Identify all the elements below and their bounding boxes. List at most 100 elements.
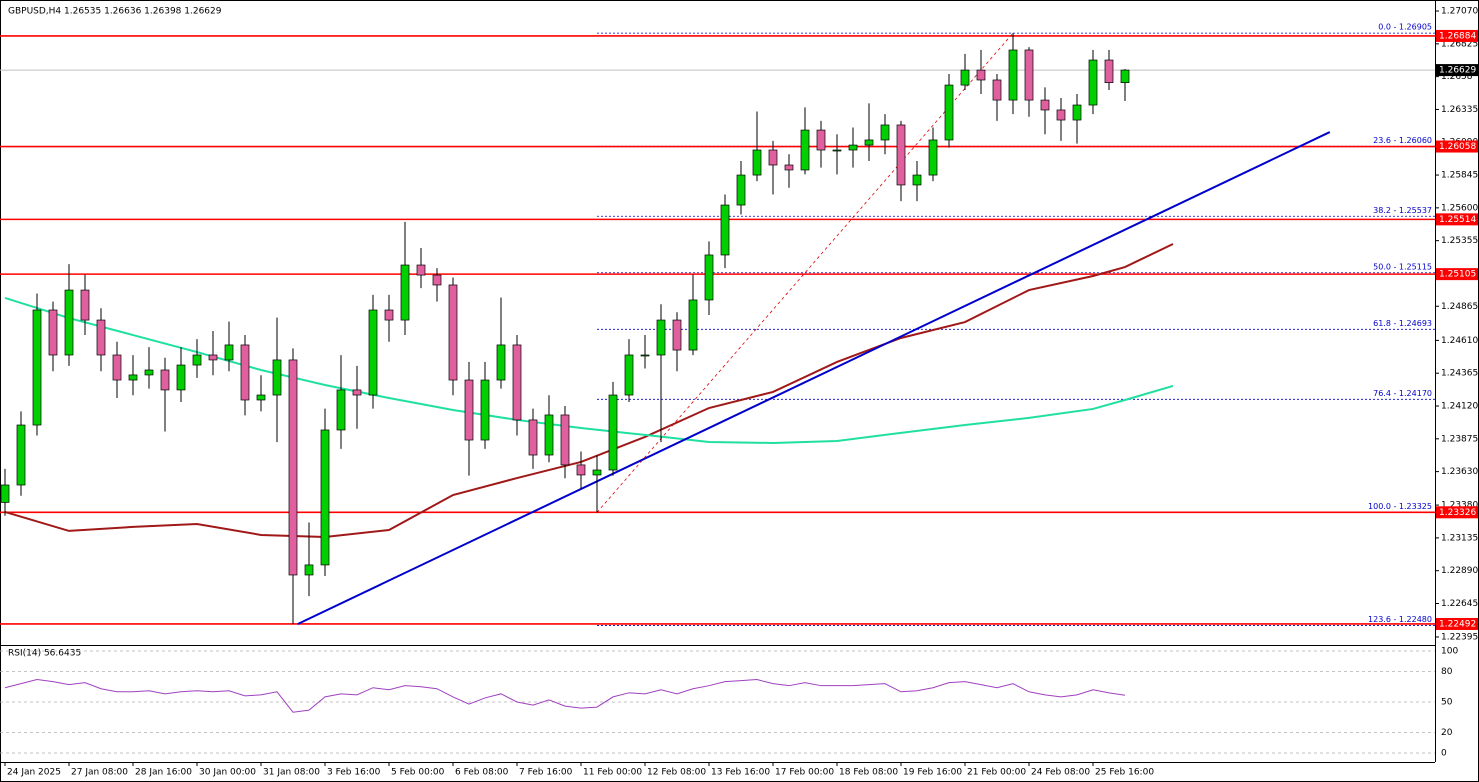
rsi-title: RSI(14) 56.6435 — [8, 649, 81, 659]
candle-body — [272, 359, 282, 396]
candle-body — [336, 389, 346, 431]
candle-body — [400, 264, 410, 321]
x-tick-label: 7 Feb 16:00 — [519, 768, 573, 778]
candle-body — [720, 204, 730, 256]
candle-body — [160, 369, 170, 391]
candle-body — [992, 79, 1002, 101]
candle-body — [896, 124, 906, 186]
y-tick-label: 1.22645 — [1441, 599, 1478, 609]
level-label: 1.26884 — [1439, 31, 1476, 41]
candle-body — [304, 564, 314, 576]
candle-body — [480, 379, 490, 441]
rsi-tick-label: 80 — [1441, 667, 1453, 677]
y-tick-label: 1.23875 — [1441, 434, 1478, 444]
candle-body — [528, 419, 538, 456]
candle-body — [608, 394, 618, 471]
candle-body — [928, 139, 938, 176]
candle-body — [640, 354, 650, 357]
candle-body — [1040, 99, 1050, 111]
candle-body — [112, 354, 122, 381]
candle-body — [848, 144, 858, 151]
x-tick-label: 30 Jan 00:00 — [199, 768, 256, 778]
x-tick-label: 17 Feb 00:00 — [775, 768, 834, 778]
candle-body — [448, 284, 458, 381]
candle-body — [688, 299, 698, 351]
candle-body — [128, 374, 138, 381]
y-tick-label: 1.22890 — [1441, 566, 1478, 576]
rsi-line — [4, 679, 1126, 713]
candle-body — [832, 149, 842, 152]
fib-label: 61.8 - 1.24693 — [1373, 319, 1432, 328]
y-tick-label: 1.25600 — [1441, 203, 1478, 213]
level-tag — [1436, 506, 1478, 519]
level-tag — [1436, 140, 1478, 153]
candle-body — [768, 149, 778, 166]
y-tick-label: 1.26335 — [1441, 105, 1478, 115]
y-tick-label: 1.24365 — [1441, 369, 1478, 379]
x-tick-label: 31 Jan 08:00 — [263, 768, 320, 778]
candle-body — [432, 274, 442, 286]
candle-body — [1104, 59, 1114, 84]
level-tag — [1436, 29, 1478, 42]
x-tick-label: 12 Feb 08:00 — [647, 768, 706, 778]
candle-body — [64, 289, 74, 356]
x-tick-label: 5 Feb 00:00 — [391, 768, 445, 778]
y-tick-label: 1.23135 — [1441, 533, 1478, 543]
rsi-tick-label: 100 — [1441, 647, 1458, 657]
y-tick-label: 1.23380 — [1441, 501, 1478, 511]
x-tick-label: 19 Feb 16:00 — [903, 768, 962, 778]
candle-body — [544, 414, 554, 456]
level-label: 1.22492 — [1439, 619, 1476, 629]
candle-body — [1024, 49, 1034, 101]
x-tick-label: 28 Jan 16:00 — [135, 768, 192, 778]
y-tick-label: 1.24865 — [1441, 302, 1478, 312]
candle-body — [1056, 109, 1066, 121]
candle-body — [944, 84, 954, 141]
level-tag — [1436, 213, 1478, 226]
fib-label: 76.4 - 1.24170 — [1373, 389, 1432, 398]
candle-body — [1008, 49, 1018, 101]
candle-body — [0, 484, 10, 503]
x-tick-label: 21 Feb 00:00 — [967, 768, 1026, 778]
fib-label: 123.6 - 1.22480 — [1368, 615, 1432, 624]
candle-body — [416, 264, 426, 276]
chart-title: GBPUSD,H4 1.26535 1.26636 1.26398 1.2662… — [8, 7, 222, 17]
candle-body — [880, 124, 890, 141]
candle-body — [496, 344, 506, 381]
x-tick-label: 18 Feb 08:00 — [839, 768, 898, 778]
candle-body — [1072, 104, 1082, 121]
fib-label: 100.0 - 1.23325 — [1368, 502, 1432, 511]
y-tick-label: 1.24610 — [1441, 336, 1478, 346]
candle-body — [224, 344, 234, 361]
fib-label: 50.0 - 1.25115 — [1373, 262, 1432, 271]
candle-body — [624, 354, 634, 396]
candle-body — [1120, 69, 1130, 84]
y-tick-label: 1.26825 — [1441, 39, 1478, 49]
candle-body — [960, 69, 970, 86]
y-tick-label: 1.23630 — [1441, 467, 1478, 477]
level-label: 1.25105 — [1439, 270, 1476, 280]
candle-body — [384, 309, 394, 321]
candle-body — [320, 429, 330, 566]
x-tick-label: 25 Feb 16:00 — [1095, 768, 1154, 778]
candle-body — [816, 129, 826, 151]
candle-body — [752, 149, 762, 176]
x-tick-label: 6 Feb 08:00 — [455, 768, 509, 778]
level-label: 1.23326 — [1439, 508, 1476, 518]
candle-body — [560, 414, 570, 466]
last-price-label: 1.26629 — [1439, 66, 1476, 76]
candle-body — [736, 174, 746, 206]
candle-body — [592, 469, 602, 476]
fib-label: 23.6 - 1.26060 — [1373, 136, 1432, 145]
rsi-tick-label: 0 — [1441, 749, 1447, 759]
candle-body — [1088, 59, 1098, 106]
x-tick-label: 11 Feb 00:00 — [583, 768, 642, 778]
candle-body — [864, 139, 874, 146]
level-tag — [1436, 617, 1478, 630]
level-label: 1.25514 — [1439, 215, 1476, 225]
candle-body — [176, 364, 186, 391]
candle-body — [96, 319, 106, 356]
candle-body — [144, 369, 154, 376]
candle-body — [352, 389, 362, 396]
